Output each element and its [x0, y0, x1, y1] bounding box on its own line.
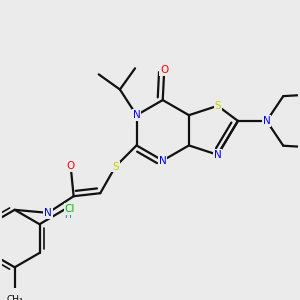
- Text: N: N: [263, 116, 271, 126]
- Text: N: N: [159, 155, 166, 166]
- Text: S: S: [112, 162, 119, 172]
- Text: Cl: Cl: [64, 204, 75, 214]
- Text: N: N: [214, 150, 221, 160]
- Text: O: O: [160, 65, 168, 75]
- Text: N: N: [133, 110, 140, 120]
- Text: O: O: [67, 161, 75, 171]
- Text: CH₃: CH₃: [6, 295, 23, 300]
- Text: H: H: [64, 212, 71, 220]
- Text: S: S: [214, 101, 221, 111]
- Text: N: N: [44, 208, 52, 218]
